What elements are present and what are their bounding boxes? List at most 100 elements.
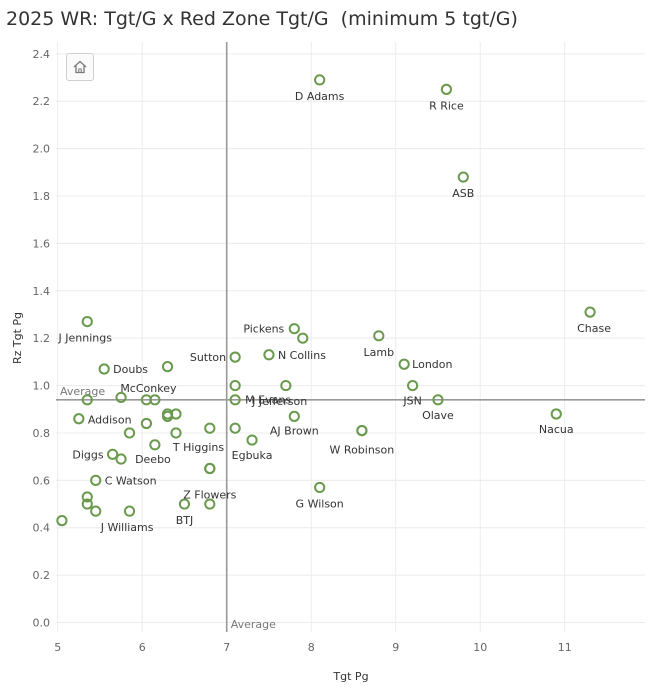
point-label: T Higgins <box>172 441 225 454</box>
y-tick-label: 1.8 <box>33 190 51 203</box>
data-point[interactable] <box>407 379 419 392</box>
y-tick-label: 0.6 <box>33 474 51 487</box>
point-label: ASB <box>452 187 474 200</box>
data-point[interactable] <box>81 498 93 510</box>
data-point[interactable] <box>229 379 241 392</box>
data-point[interactable] <box>440 83 453 95</box>
data-point[interactable] <box>398 358 410 370</box>
data-point[interactable] <box>204 422 216 434</box>
y-axis-ticks: 0.0 0.2 0.4 0.6 0.8 1.0 1.2 1.4 1.6 1.8 2.0 2.2 2.4 <box>33 48 51 630</box>
data-point[interactable] <box>246 434 258 446</box>
point-label: Addison <box>88 414 132 427</box>
point-label: R Rice <box>429 99 464 112</box>
y-tick-label: 2.4 <box>33 48 51 61</box>
data-point[interactable] <box>161 361 174 373</box>
point-label: J Jennings <box>58 332 113 345</box>
point-label: Olave <box>422 409 454 422</box>
y-tick-label: 0.4 <box>33 522 51 535</box>
point-label: C Watson <box>105 474 157 487</box>
data-point[interactable] <box>204 498 216 510</box>
point-label: Diggs <box>72 448 103 461</box>
data-point[interactable] <box>81 394 93 406</box>
data-point[interactable] <box>229 394 241 406</box>
data-point[interactable] <box>584 306 596 318</box>
data-point[interactable] <box>550 408 562 420</box>
y-tick-label: 1.2 <box>33 332 51 345</box>
data-point[interactable] <box>373 330 385 342</box>
y-tick-label: 1.4 <box>33 285 51 298</box>
data-point[interactable] <box>280 379 292 392</box>
y-tick-label: 0.2 <box>33 569 51 582</box>
data-point[interactable] <box>81 315 93 328</box>
point-label: Pickens <box>243 323 284 336</box>
data-point[interactable] <box>81 491 93 503</box>
data-point[interactable] <box>73 413 85 425</box>
data-point[interactable] <box>170 427 182 439</box>
x-tick-label: 10 <box>473 641 487 654</box>
chart-title: 2025 WR: Tgt/G x Red Zone Tgt/G (minimum… <box>6 8 518 30</box>
y-tick-label: 2.0 <box>33 143 51 156</box>
x-tick-label: 7 <box>223 641 230 654</box>
point-label: D Adams <box>295 90 345 103</box>
data-point[interactable] <box>56 515 68 527</box>
data-point[interactable] <box>115 453 127 465</box>
x-tick-label: 9 <box>392 641 399 654</box>
data-point[interactable] <box>98 363 110 375</box>
point-label: J Williams <box>100 521 154 534</box>
data-point[interactable] <box>123 427 136 439</box>
data-point[interactable] <box>314 74 326 86</box>
x-axis-ticks: 5 6 7 8 9 10 11 <box>54 641 572 654</box>
y-tick-label: 1.6 <box>33 237 51 250</box>
x-tick-label: 11 <box>558 641 572 654</box>
y-axis-title: Rz Tgt Pg <box>11 312 24 364</box>
data-point[interactable] <box>204 462 216 475</box>
y-tick-label: 2.2 <box>33 95 51 108</box>
point-label: London <box>412 358 452 371</box>
data-point[interactable] <box>457 171 469 183</box>
data-point[interactable] <box>178 498 191 510</box>
point-label: Chase <box>577 322 611 335</box>
point-label: JSN <box>402 395 421 408</box>
data-point[interactable] <box>229 422 241 434</box>
data-point[interactable] <box>288 410 300 422</box>
home-icon <box>73 60 87 74</box>
point-label: BTJ <box>176 514 194 527</box>
point-label: Sutton <box>190 351 226 364</box>
data-point[interactable] <box>288 323 300 335</box>
point-label: McConkey <box>120 382 177 395</box>
point-label: Nacua <box>539 423 574 436</box>
data-point[interactable] <box>297 332 309 344</box>
point-label: Deebo <box>135 453 171 466</box>
point-label: G Wilson <box>296 497 344 510</box>
data-point[interactable] <box>140 417 153 430</box>
data-point[interactable] <box>90 505 102 517</box>
data-point[interactable] <box>432 394 444 406</box>
x-average-label: Average <box>231 618 276 631</box>
data-point[interactable] <box>356 424 368 437</box>
data-point[interactable] <box>115 391 127 404</box>
average-reference-lines: Average Average <box>56 42 645 632</box>
data-point[interactable] <box>229 351 241 363</box>
data-point[interactable] <box>170 408 182 420</box>
data-point[interactable] <box>123 505 136 517</box>
point-label: J Jefferson <box>251 395 307 408</box>
data-point[interactable] <box>149 394 161 406</box>
home-button[interactable] <box>66 53 94 81</box>
point-label: Egbuka <box>232 449 273 462</box>
data-point[interactable] <box>90 474 102 486</box>
data-point[interactable] <box>149 439 161 451</box>
point-label: W Robinson <box>330 444 395 457</box>
point-label: Lamb <box>364 346 395 359</box>
point-label: M Evans <box>245 394 291 407</box>
y-tick-label: 1.0 <box>33 380 51 393</box>
x-axis-title: Tgt Pg <box>332 670 368 683</box>
data-point[interactable] <box>263 349 275 361</box>
point-label: N Collins <box>278 349 326 362</box>
y-tick-label: 0.8 <box>33 427 51 440</box>
data-point[interactable] <box>314 481 326 494</box>
point-label: Z Flowers <box>183 489 236 502</box>
y-tick-label: 0.0 <box>33 617 51 630</box>
data-point[interactable] <box>107 448 119 460</box>
point-label: AJ Brown <box>270 424 319 437</box>
